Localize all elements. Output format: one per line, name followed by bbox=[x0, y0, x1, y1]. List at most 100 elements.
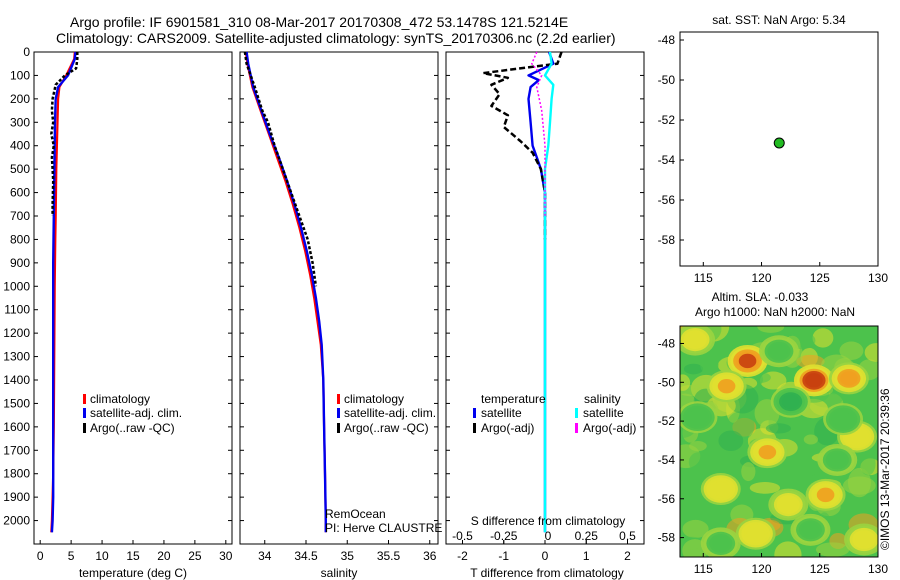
sla-title-line1: Altim. SLA: -0.033 bbox=[712, 290, 809, 304]
legend-label-satellite: satellite-adj. clim. bbox=[90, 406, 182, 420]
location-title: sat. SST: NaN Argo: 5.34 bbox=[712, 13, 846, 27]
sla-texture-cell bbox=[842, 476, 876, 495]
legend-title-salinity: salinity bbox=[584, 392, 621, 406]
sla-hotspot bbox=[781, 394, 800, 409]
y-tick-label: 900 bbox=[10, 256, 30, 270]
x-tick-label: -2 bbox=[457, 549, 468, 563]
salinity-series bbox=[243, 51, 327, 533]
salinity-axes-frame bbox=[239, 51, 439, 545]
y-tick-label: 1500 bbox=[3, 396, 30, 410]
y-tick-label: 800 bbox=[10, 232, 30, 246]
temperature-legend: climatology satellite-adj. clim. Argo(..… bbox=[83, 392, 182, 435]
y-tick-label: 1000 bbox=[3, 279, 30, 293]
salinity-annotation-project: RemOcean bbox=[325, 507, 386, 521]
sla-hotspot bbox=[840, 371, 858, 386]
y-tick-label: 200 bbox=[10, 92, 30, 106]
y-tick-label: 1800 bbox=[3, 467, 30, 481]
sla-texture-cell bbox=[749, 482, 781, 494]
y-tick-label: -52 bbox=[658, 113, 676, 127]
y-tick-label: 400 bbox=[10, 139, 30, 153]
location-axes-frame bbox=[679, 31, 879, 267]
salinity-legend: climatology satellite-adj. clim. Argo(..… bbox=[337, 392, 436, 435]
series-line-argo-raw-qc bbox=[243, 51, 318, 287]
header-line2: Climatology: CARS2009. Satellite-adjuste… bbox=[56, 30, 616, 46]
y-tick-label: -50 bbox=[658, 375, 676, 389]
legend-label-argo: Argo(..raw -QC) bbox=[344, 421, 429, 435]
legend-swatch-s-satellite bbox=[575, 408, 578, 418]
y-tick-label: 1700 bbox=[3, 443, 30, 457]
sla-hotspot bbox=[686, 332, 704, 347]
sla-hotspot bbox=[779, 497, 798, 512]
sla-hotspot bbox=[801, 522, 820, 538]
top-tick-label: 0 bbox=[545, 529, 552, 543]
series-line-salinity-argo-adj bbox=[531, 51, 546, 216]
x-tick-label: 36 bbox=[423, 549, 437, 563]
legend-swatch-argo bbox=[83, 423, 86, 433]
x-tick-label: 1 bbox=[583, 549, 590, 563]
y-tick-label: 100 bbox=[10, 68, 30, 82]
x-tick-label: 35.5 bbox=[377, 549, 401, 563]
y-tick-label: 1200 bbox=[3, 326, 30, 340]
temperature-panel: 0 5 10 15 20 25 300100200300400500600700800900… bbox=[3, 45, 233, 580]
y-tick-label: 1600 bbox=[3, 420, 30, 434]
x-tick-label: 10 bbox=[95, 549, 109, 563]
difference-top-label: S difference from climatology bbox=[471, 514, 626, 528]
y-tick-label: 2000 bbox=[3, 514, 30, 528]
sla-panel: Altim. SLA: -0.033 Argo h1000: NaN h2000… bbox=[658, 290, 892, 576]
temperature-axes-frame bbox=[33, 51, 233, 545]
y-tick-label: -48 bbox=[658, 336, 676, 350]
location-points bbox=[773, 137, 785, 149]
difference-xlabel: T difference from climatology bbox=[470, 566, 624, 580]
y-tick-label: 700 bbox=[10, 209, 30, 223]
sla-hotspot bbox=[746, 526, 765, 541]
sla-texture-cell bbox=[718, 430, 744, 452]
sla-texture-cell bbox=[680, 374, 691, 391]
y-tick-label: 1100 bbox=[4, 303, 30, 317]
salinity-ticks: 34 34.5 35 35.5 36 bbox=[240, 51, 438, 563]
sla-texture-cell bbox=[682, 519, 709, 539]
y-tick-label: 1400 bbox=[3, 373, 30, 387]
sla-hotspot bbox=[688, 410, 707, 425]
temperature-xlabel: temperature (deg C) bbox=[79, 566, 187, 580]
x-tick-label: 125 bbox=[810, 271, 830, 285]
y-tick-label: -48 bbox=[658, 33, 676, 47]
x-tick-label: 35 bbox=[341, 549, 355, 563]
sla-hotspot bbox=[816, 487, 835, 503]
legend-label-t-satellite: satellite bbox=[481, 406, 522, 420]
x-tick-label: 5 bbox=[68, 549, 75, 563]
y-tick-label: 1900 bbox=[3, 490, 30, 504]
legend-swatch-argo bbox=[337, 423, 340, 433]
y-tick-label: -56 bbox=[658, 492, 676, 506]
legend-title-temperature: temperature bbox=[481, 392, 546, 406]
legend-swatch-satellite bbox=[337, 408, 340, 418]
y-tick-label: 0 bbox=[23, 45, 30, 59]
sla-hotspot bbox=[855, 532, 873, 547]
x-tick-label: 2 bbox=[624, 549, 631, 563]
sla-hotspot bbox=[738, 353, 757, 369]
sla-texture-cell bbox=[683, 363, 704, 375]
x-tick-label: 20 bbox=[157, 549, 171, 563]
legend-label-climatology: climatology bbox=[90, 392, 150, 406]
legend-swatch-satellite bbox=[83, 408, 86, 418]
y-tick-label: -54 bbox=[658, 153, 676, 167]
sla-texture-cell bbox=[688, 452, 709, 473]
temperature-series bbox=[50, 51, 79, 533]
legend-label-s-argo: Argo(-adj) bbox=[583, 421, 636, 435]
series-line-salinity-satellite bbox=[543, 51, 555, 533]
legend-swatch-climatology bbox=[83, 394, 86, 404]
salinity-annotation-pi: PI: Herve CLAUSTRE bbox=[325, 521, 442, 535]
x-tick-label: 125 bbox=[810, 562, 830, 576]
location-panel: sat. SST: NaN Argo: 5.34 115 120 125 130 -48… bbox=[658, 13, 889, 285]
y-tick-label: -52 bbox=[658, 414, 676, 428]
x-tick-label: 30 bbox=[219, 549, 233, 563]
legend-swatch-t-satellite bbox=[473, 408, 476, 418]
y-tick-label: 600 bbox=[10, 186, 30, 200]
sla-hotspot bbox=[834, 411, 852, 427]
legend-label-satellite: satellite-adj. clim. bbox=[344, 406, 436, 420]
top-tick-label: -0.5 bbox=[452, 529, 473, 543]
imos-timestamp: ©IMOS 13-Mar-2017 20:39:36 bbox=[878, 388, 892, 550]
location-ticks: 115 120 125 130 -48 -50 -52 -54 -56 -58 bbox=[658, 33, 889, 285]
legend-label-s-satellite: satellite bbox=[583, 406, 624, 420]
x-tick-label: 120 bbox=[752, 271, 772, 285]
temperature-ticks: 0 5 10 15 20 25 300100200300400500600700800900… bbox=[3, 45, 233, 563]
